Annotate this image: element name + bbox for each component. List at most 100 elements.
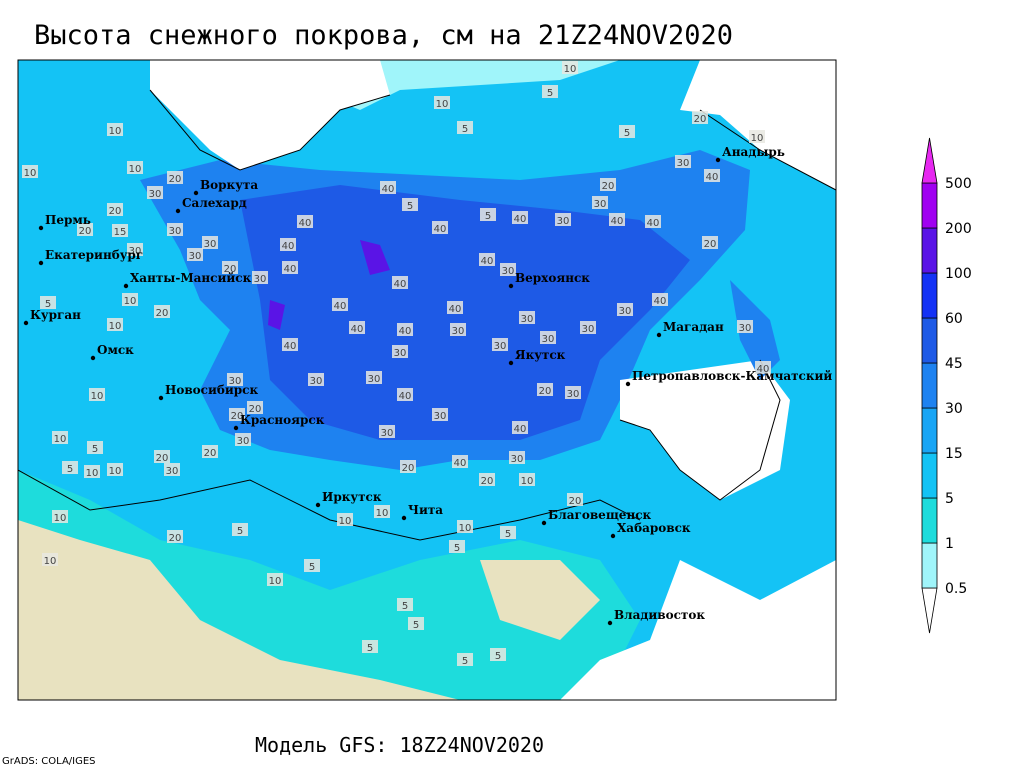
contour-label: 30 <box>189 251 202 262</box>
city-label: Благовещенск <box>548 508 652 522</box>
city-dot <box>193 190 199 196</box>
legend-label: 500 <box>945 176 972 192</box>
contour-label-box <box>107 463 123 476</box>
legend-label: 5 <box>945 491 954 507</box>
contour-label: 30 <box>204 239 217 250</box>
contour-label-box <box>402 198 418 211</box>
contour-label-box <box>555 213 571 226</box>
city-dot <box>508 360 514 366</box>
city-label: Иркутск <box>322 490 382 504</box>
contour-label-box <box>408 617 424 630</box>
contour-label-box <box>366 371 382 384</box>
contour-label: 5 <box>45 299 51 310</box>
contour-label-box <box>127 161 143 174</box>
contour-label-box <box>122 293 138 306</box>
contour-label: 10 <box>269 576 282 587</box>
contour-label: 40 <box>611 216 624 227</box>
contour-label-box <box>280 238 296 251</box>
contour-label: 30 <box>511 454 524 465</box>
contour-label: 5 <box>495 651 501 662</box>
city-dot <box>541 520 547 526</box>
contour-label: 20 <box>169 533 182 544</box>
contour-label-box <box>519 473 535 486</box>
contour-label: 5 <box>237 526 243 537</box>
contour-label: 10 <box>129 164 142 175</box>
contour-label: 30 <box>677 158 690 169</box>
city-label: Омск <box>97 343 134 357</box>
city-label: Ханты-Мансийск <box>130 271 252 285</box>
city-dot <box>625 381 631 387</box>
city-dot <box>233 425 239 431</box>
contour-label-box <box>229 408 245 421</box>
city-dot <box>90 355 96 361</box>
legend-label: 15 <box>945 446 963 462</box>
cities: Воркута Салехард Пермь Екатеринбург Ханты-Ма… <box>23 145 832 626</box>
contour-label: 20 <box>231 411 244 422</box>
contour-label: 10 <box>86 468 99 479</box>
city-dot <box>715 157 721 163</box>
contour-label: 20 <box>249 404 262 415</box>
contour-label: 5 <box>407 201 413 212</box>
contour-label: 40 <box>706 172 719 183</box>
contour-label-box <box>374 505 390 518</box>
legend-swatch <box>921 137 938 184</box>
contour-label: 20 <box>169 174 182 185</box>
contour-label: 20 <box>204 448 217 459</box>
contour-label: 5 <box>454 543 460 554</box>
contour-label: 30 <box>129 246 142 257</box>
contour-label-box <box>332 298 348 311</box>
contour-label-box <box>202 236 218 249</box>
city-dot <box>315 502 321 508</box>
city-dot <box>607 620 613 626</box>
contour-label: 20 <box>704 239 717 250</box>
city-label: Новосибирск <box>165 383 258 397</box>
contour-label-box <box>537 383 553 396</box>
contour-label-box <box>84 465 100 478</box>
contour-label-box <box>432 221 448 234</box>
contour-label: 10 <box>751 133 764 144</box>
city-dot <box>38 260 44 266</box>
contour-label: 10 <box>44 556 57 567</box>
contour-label-box <box>737 320 753 333</box>
contour-label: 30 <box>452 326 465 337</box>
contour-label-box <box>187 248 203 261</box>
contour-label: 20 <box>694 114 707 125</box>
contour-label-box <box>562 61 578 74</box>
contour-label: 10 <box>124 296 137 307</box>
contour-label: 5 <box>309 562 315 573</box>
contour-label: 20 <box>109 206 122 217</box>
contour-label-box <box>40 296 56 309</box>
contour-label-box <box>147 186 163 199</box>
contour-label-box <box>42 553 58 566</box>
contour-label-box <box>112 224 128 237</box>
contour-label-box <box>479 253 495 266</box>
contour-label-box <box>509 451 525 464</box>
contour-label: 40 <box>399 326 412 337</box>
contour-label-box <box>297 215 313 228</box>
contour-label-box <box>702 236 718 249</box>
contour-label-box <box>232 523 248 536</box>
city-dot <box>23 320 29 326</box>
contour-label: 5 <box>462 656 468 667</box>
contour-label-box <box>154 450 170 463</box>
contour-label: 5 <box>367 643 373 654</box>
contour-label-box <box>52 510 68 523</box>
contour-label: 30 <box>594 199 607 210</box>
contour-label: 40 <box>351 324 364 335</box>
city-label: Владивосток <box>614 608 705 622</box>
contour-label-box <box>749 130 765 143</box>
city-dot <box>508 283 514 289</box>
contour-label-box <box>600 178 616 191</box>
contour-label-box <box>400 460 416 473</box>
contour-label: 10 <box>376 508 389 519</box>
city-label: Якутск <box>515 348 566 362</box>
legend-label: 200 <box>945 221 972 237</box>
city-label: Магадан <box>663 320 724 334</box>
contour-label-box <box>202 445 218 458</box>
contour-label: 10 <box>109 321 122 332</box>
contour-label-box <box>692 111 708 124</box>
contour-label: 20 <box>539 386 552 397</box>
contour-label-box <box>609 213 625 226</box>
city-label: Петропавловск-Камчатский <box>632 369 832 383</box>
